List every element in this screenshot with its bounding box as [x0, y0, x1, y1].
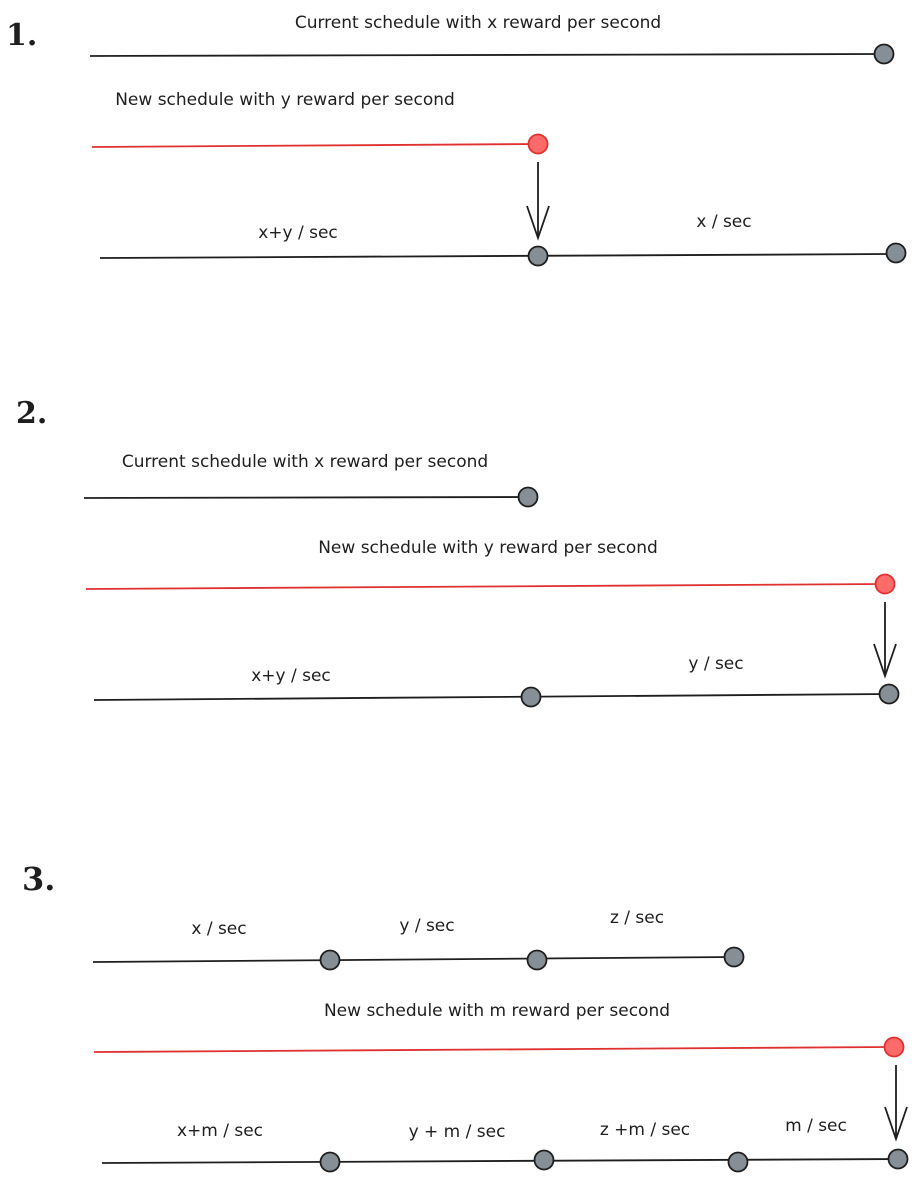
section-3-result-label-3: z +m / sec	[600, 1120, 690, 1140]
section-1-result-label-1: x+y / sec	[258, 223, 338, 243]
section-3-current-label-3: z / sec	[610, 908, 664, 928]
section-3-result-node-3	[727, 1151, 749, 1173]
section-3-current-node-1	[319, 949, 341, 971]
section-3-current-node-2	[526, 949, 548, 971]
section-3-result-node-2	[533, 1149, 555, 1171]
section-2-new-end-node	[874, 573, 896, 595]
section-2-arrow	[873, 602, 897, 679]
section-1-result-node-2	[885, 242, 907, 264]
section-3-new-line	[93, 1046, 895, 1053]
section-3-result-label-2: y + m / sec	[409, 1122, 506, 1142]
section-2-current-line	[83, 496, 529, 499]
section-3-new-end-node	[883, 1036, 905, 1058]
section-2-current-label: Current schedule with x reward per secon…	[122, 452, 488, 472]
section-1-arrow	[526, 162, 550, 241]
section-1-current-line	[89, 53, 885, 57]
section-3-current-node-3	[723, 946, 745, 968]
section-2-new-label: New schedule with y reward per second	[318, 538, 658, 558]
section-1-new-line	[91, 143, 539, 148]
section-2-current-end-node	[517, 486, 539, 508]
section-2-number: 2.	[16, 396, 47, 431]
section-2-result-node-2	[878, 683, 900, 705]
section-1-current-label: Current schedule with x reward per secon…	[295, 13, 661, 33]
section-3-number: 3.	[22, 860, 55, 898]
section-3-result-label-1: x+m / sec	[177, 1121, 263, 1141]
section-1-result-node-1	[527, 245, 549, 267]
section-1-result-line	[99, 253, 897, 259]
section-1-new-end-node	[527, 133, 549, 155]
section-3-result-node-1	[319, 1151, 341, 1173]
section-3-current-label-1: x / sec	[191, 919, 246, 939]
section-3-current-label-2: y / sec	[399, 916, 454, 936]
section-2-result-label-1: x+y / sec	[251, 666, 331, 686]
section-2-new-line	[85, 583, 886, 590]
section-3-result-line	[101, 1158, 899, 1164]
section-1-result-label-2: x / sec	[696, 212, 751, 232]
section-3-new-label: New schedule with m reward per second	[324, 1001, 670, 1021]
section-1-current-end-node	[873, 43, 895, 65]
section-1-number: 1.	[6, 18, 37, 53]
section-3-current-line	[92, 956, 735, 963]
section-3-result-label-4: m / sec	[785, 1116, 847, 1136]
section-3-result-node-4	[887, 1148, 909, 1170]
section-3-arrow	[884, 1065, 908, 1142]
section-2-result-node-1	[520, 686, 542, 708]
section-2-result-label-2: y / sec	[688, 654, 743, 674]
section-1-new-label: New schedule with y reward per second	[115, 90, 455, 110]
section-2-result-line	[93, 693, 890, 701]
